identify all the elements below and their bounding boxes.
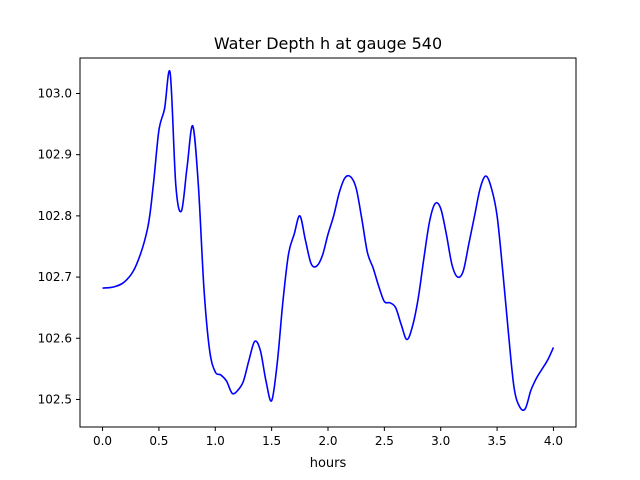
x-tick-label: 2.0 — [318, 434, 337, 448]
x-tick-label: 1.0 — [206, 434, 225, 448]
chart-title: Water Depth h at gauge 540 — [214, 34, 442, 53]
y-tick-label: 102.9 — [38, 148, 72, 162]
x-tick-label: 0.0 — [93, 434, 112, 448]
y-tick-label: 103.0 — [38, 86, 72, 100]
y-tick-label: 102.5 — [38, 392, 72, 406]
x-tick-label: 0.5 — [149, 434, 168, 448]
x-tick-label: 3.5 — [488, 434, 507, 448]
x-tick-label: 3.0 — [431, 434, 450, 448]
y-tick-label: 102.7 — [38, 270, 72, 284]
x-tick-label: 1.5 — [262, 434, 281, 448]
x-tick-label: 4.0 — [544, 434, 563, 448]
y-tick-label: 102.6 — [38, 331, 72, 345]
data-line — [102, 69, 555, 412]
y-tick-label: 102.8 — [38, 209, 72, 223]
x-tick-label: 2.5 — [375, 434, 394, 448]
plot-area: 0.0 0.5 1.0 1.5 2.0 2.5 3.0 3.5 4.0 102.5 102.6 102… — [38, 57, 577, 448]
x-axis-label: hours — [310, 456, 347, 471]
